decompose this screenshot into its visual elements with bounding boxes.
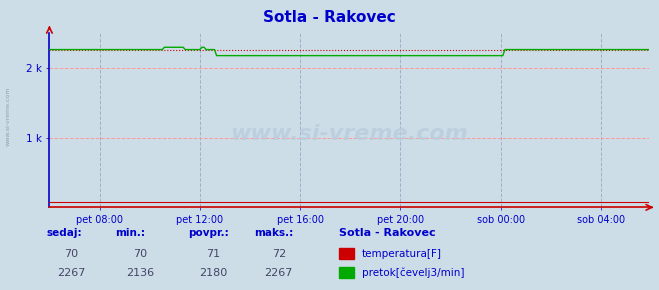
Text: Sotla - Rakovec: Sotla - Rakovec: [339, 228, 436, 238]
Text: 2267: 2267: [57, 268, 86, 278]
Text: pretok[čevelj3/min]: pretok[čevelj3/min]: [362, 268, 465, 278]
Text: temperatura[F]: temperatura[F]: [362, 249, 442, 259]
Text: 2180: 2180: [199, 268, 227, 278]
Text: 71: 71: [206, 249, 220, 259]
Text: 2267: 2267: [264, 268, 293, 278]
Text: Sotla - Rakovec: Sotla - Rakovec: [263, 10, 396, 25]
Text: min.:: min.:: [115, 228, 146, 238]
Text: maks.:: maks.:: [254, 228, 293, 238]
Text: www.si-vreme.com: www.si-vreme.com: [231, 124, 468, 144]
Text: 70: 70: [133, 249, 148, 259]
Text: povpr.:: povpr.:: [188, 228, 229, 238]
Text: 2136: 2136: [127, 268, 154, 278]
Text: www.si-vreme.com: www.si-vreme.com: [5, 86, 11, 146]
Text: sedaj:: sedaj:: [46, 228, 82, 238]
Text: 70: 70: [64, 249, 78, 259]
Text: 72: 72: [272, 249, 286, 259]
